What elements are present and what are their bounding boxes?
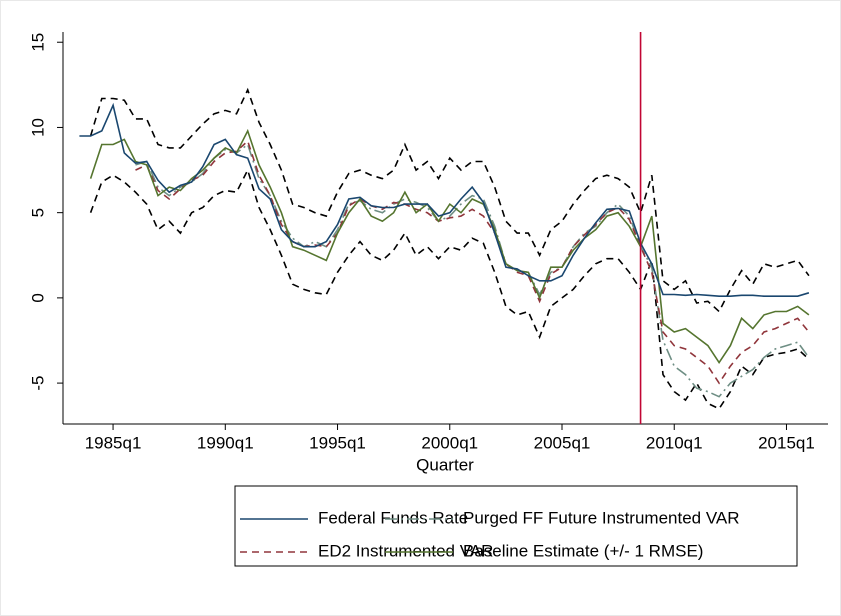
legend-label: Baseline Estimate (+/- 1 RMSE) [463,541,703,560]
series-line [89,87,810,313]
series-line [135,143,810,398]
legend-label: ED2 Instrumented VAR [318,541,493,560]
x-tick-label: 1990q1 [197,433,254,452]
y-tick-label: 15 [28,33,47,52]
x-tick-label: 2010q1 [646,433,703,452]
x-tick-label: 2000q1 [421,433,478,452]
legend [234,485,798,567]
legend-label: Purged FF Future Instrumented VAR [463,508,740,527]
y-tick-label: -5 [28,376,47,391]
x-tick-label: 2005q1 [534,433,591,452]
series-line [89,128,810,365]
x-tick-label: 2015q1 [758,433,815,452]
legend-label: Federal Funds Rate [318,508,468,527]
series-line [79,102,810,297]
series-line [135,139,810,385]
x-axis-title: Quarter [416,455,474,474]
x-tick-label: 1985q1 [85,433,142,452]
series-line [89,167,810,410]
y-tick-label: 10 [28,118,47,137]
x-tick-label: 1995q1 [309,433,366,452]
y-tick-label: 0 [28,293,47,302]
y-tick-label: 5 [28,208,47,217]
